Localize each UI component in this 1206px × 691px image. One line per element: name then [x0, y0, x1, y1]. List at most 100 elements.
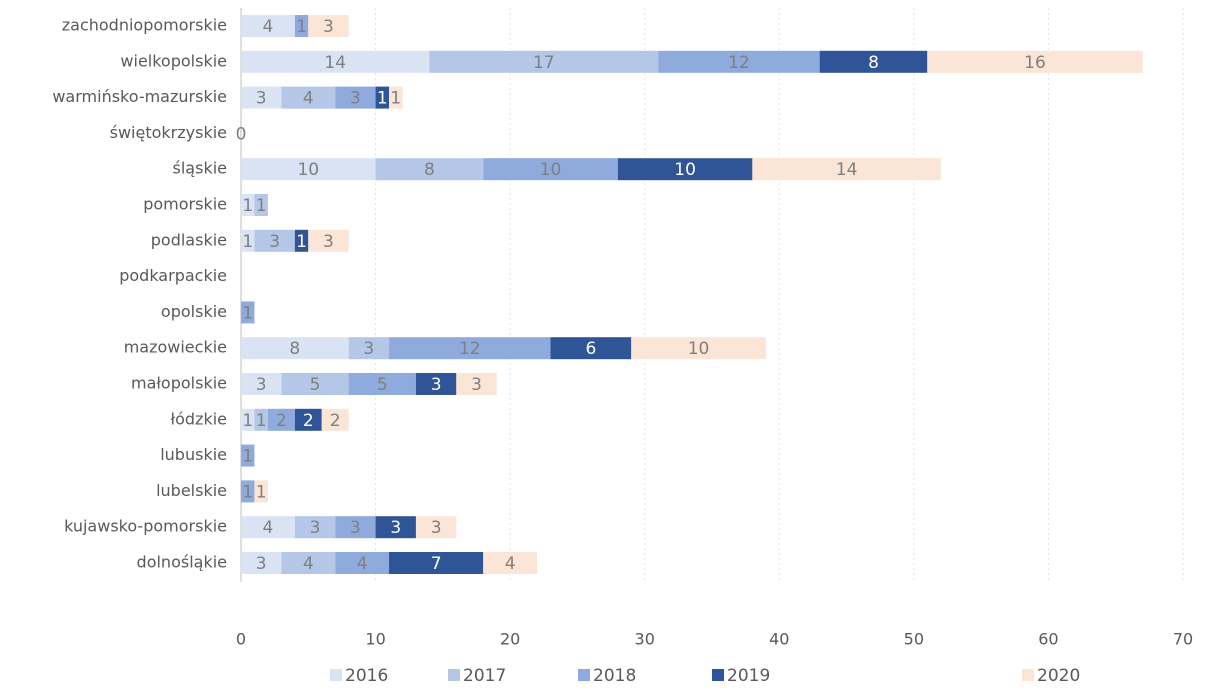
category-label: dolnośląkie: [137, 553, 227, 572]
x-tick-label: 40: [769, 630, 789, 649]
bar-segment: [294, 15, 309, 37]
bar-segment: [241, 229, 255, 252]
bar-segment: [294, 229, 309, 252]
bar-segment: [241, 194, 255, 216]
data-label: 3: [350, 518, 361, 538]
data-label: 10: [297, 160, 319, 180]
bar-segment: [308, 229, 349, 252]
data-label: 2: [330, 411, 341, 431]
bar-segment: [375, 86, 390, 109]
data-label: 17: [533, 53, 555, 73]
bar-segment: [241, 15, 295, 37]
bar-segment: [456, 373, 497, 395]
legend-swatch: [1022, 669, 1034, 681]
bar-segment: [241, 301, 255, 324]
data-label: 3: [471, 375, 482, 395]
bar-segment: [429, 50, 659, 73]
x-tick-label: 70: [1173, 630, 1193, 649]
data-label: 3: [256, 89, 267, 109]
legend-label: 2017: [463, 666, 506, 686]
bar-segment: [348, 337, 390, 360]
data-label: 7: [431, 554, 442, 574]
x-tick-label: 30: [635, 630, 655, 649]
data-label: 4: [303, 89, 314, 109]
legend-label: 2019: [727, 666, 770, 686]
category-label: podlaskie: [151, 230, 227, 249]
bar-segment: [281, 86, 336, 109]
category-label: lubelskie: [156, 481, 227, 500]
data-label: 3: [363, 339, 374, 359]
bar-segment: [617, 158, 753, 181]
bar-segment: [241, 444, 255, 467]
data-label: 3: [323, 17, 334, 37]
bar-segment: [294, 408, 322, 431]
bar-segment: [335, 86, 376, 109]
data-label: 4: [303, 554, 314, 574]
bar-segment: [241, 158, 376, 181]
bar-segment: [335, 516, 376, 539]
bar-segment: [375, 158, 484, 181]
bar-segment: [254, 480, 268, 503]
bar-segment: [267, 408, 295, 431]
bar-segment: [254, 229, 295, 252]
data-label: 2: [276, 411, 287, 431]
data-label: 3: [350, 89, 361, 109]
bar-segment: [375, 516, 416, 539]
data-label: 8: [424, 160, 435, 180]
legend-swatch: [448, 669, 460, 681]
category-label: wielkopolskie: [120, 51, 227, 70]
data-label: 14: [324, 53, 346, 73]
data-label: 1: [242, 196, 253, 216]
bar-segment: [389, 86, 403, 109]
data-label: 6: [585, 339, 596, 359]
bar-segment: [335, 552, 390, 574]
category-label: śląskie: [173, 159, 227, 178]
data-label: 1: [242, 303, 253, 323]
data-label: 1: [242, 232, 253, 252]
data-label: 3: [431, 375, 442, 395]
data-label: 5: [377, 375, 388, 395]
bar-segment: [550, 337, 632, 360]
x-tick-label: 10: [365, 630, 385, 649]
x-tick-label: 0: [236, 630, 246, 649]
data-label: 3: [269, 232, 280, 252]
legend-label: 2018: [593, 666, 636, 686]
data-label: 1: [256, 411, 267, 431]
bar-segment: [631, 337, 766, 360]
bar-segment: [241, 516, 295, 539]
bar-segment: [241, 50, 430, 73]
data-label: 1: [296, 232, 307, 252]
data-label: 10: [674, 160, 696, 180]
category-label: pomorskie: [143, 195, 227, 214]
data-label: 12: [728, 53, 750, 73]
data-label: 1: [256, 482, 267, 502]
data-label: 14: [836, 160, 858, 180]
data-label: 5: [310, 375, 321, 395]
bar-segment: [281, 552, 336, 574]
x-tick-label: 20: [500, 630, 520, 649]
bar-segment: [294, 516, 336, 539]
data-label: 3: [256, 554, 267, 574]
bar-segment: [281, 373, 349, 395]
bar-segment: [241, 552, 282, 574]
data-label: 4: [263, 518, 274, 538]
legend-label: 2016: [345, 666, 388, 686]
category-label: lubuskie: [160, 445, 227, 464]
bar-segment: [927, 50, 1143, 73]
data-label: 3: [431, 518, 442, 538]
data-label: 8: [868, 53, 879, 73]
bar-segment: [241, 86, 282, 109]
data-label: 16: [1024, 53, 1046, 73]
data-label: 1: [377, 89, 388, 109]
legend-swatch: [578, 669, 590, 681]
bar-segment: [348, 373, 416, 395]
data-label: 10: [688, 339, 710, 359]
x-tick-label: 50: [904, 630, 924, 649]
legend-swatch: [330, 669, 342, 681]
data-label: 3: [323, 232, 334, 252]
category-label: łódzkie: [171, 409, 227, 428]
category-label: świętokrzyskie: [110, 123, 227, 142]
bar-segment: [254, 408, 268, 431]
bar-segment: [819, 50, 928, 73]
